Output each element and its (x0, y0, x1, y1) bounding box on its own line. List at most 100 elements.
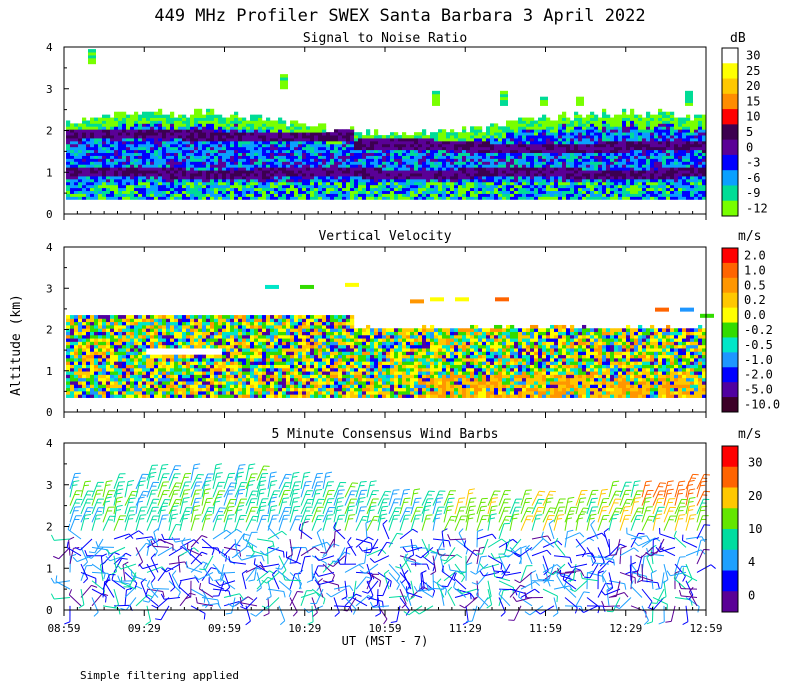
snr-cell (690, 167, 695, 171)
snr-cell (522, 129, 527, 133)
snr-cell (162, 184, 167, 189)
snr-cell (690, 155, 695, 159)
snr-cell (542, 149, 547, 154)
snr-cell (314, 193, 319, 197)
snr-cell (638, 161, 643, 165)
snr-cell (150, 155, 155, 159)
snr-cell (394, 146, 399, 151)
snr-cell (194, 126, 199, 130)
snr-cell (258, 123, 263, 127)
snr-cell (598, 176, 603, 180)
snr-cell (194, 181, 199, 186)
snr-cell (342, 170, 347, 174)
snr-cell (138, 187, 143, 192)
snr-cell (534, 181, 539, 186)
snr-cell (690, 146, 695, 151)
velocity-cell (114, 315, 119, 319)
snr-cell (426, 135, 431, 139)
velocity-cell (150, 384, 155, 389)
snr-cell (526, 178, 531, 183)
velocity-cell (90, 384, 95, 389)
velocity-cell (114, 318, 119, 323)
velocity-cell (130, 328, 135, 332)
snr-cell (454, 170, 459, 174)
snr-cell (546, 181, 551, 186)
snr-cell (502, 126, 507, 130)
snr-cell (162, 158, 167, 162)
snr-cell (498, 143, 503, 148)
snr-cell (658, 123, 663, 127)
snr-cell (378, 155, 383, 159)
snr-cell (502, 129, 507, 133)
velocity-cell (94, 344, 99, 349)
snr-cell (486, 135, 491, 139)
snr-cell (414, 164, 419, 168)
velocity-cell (98, 371, 103, 375)
snr-cell (274, 196, 279, 200)
snr-cell (566, 123, 571, 127)
snr-cell (594, 143, 599, 148)
snr-cell (654, 152, 659, 156)
snr-cell (298, 123, 303, 127)
snr-cell (506, 140, 511, 145)
snr-cell (70, 167, 75, 171)
snr-cell (486, 187, 491, 192)
snr-cell (546, 152, 551, 156)
velocity-cell (102, 364, 107, 369)
snr-cell (678, 129, 683, 133)
snr-cell (122, 190, 127, 194)
snr-cell (282, 129, 287, 133)
snr-cell (574, 143, 579, 148)
snr-cell (86, 143, 91, 148)
snr-cell (118, 176, 123, 180)
snr-cell (90, 178, 95, 183)
snr-cell (114, 146, 119, 151)
snr-cell (218, 176, 223, 180)
snr-cell (394, 149, 399, 154)
velocity-cell (130, 390, 135, 395)
snr-cell (286, 190, 291, 194)
snr-cell (594, 176, 599, 180)
snr-cell (318, 167, 323, 171)
snr-cell (122, 138, 127, 142)
snr-cell (306, 173, 311, 177)
snr-cell (518, 196, 523, 200)
snr-cell (278, 149, 283, 154)
snr-cell (702, 190, 707, 194)
snr-cell (582, 167, 587, 171)
snr-cell (370, 184, 375, 189)
snr-cell (86, 126, 91, 130)
snr-cell (602, 140, 607, 145)
snr-cell (606, 140, 611, 145)
snr-cell (686, 132, 691, 136)
snr-cell (130, 176, 135, 180)
snr-cell (218, 178, 223, 183)
velocity-cell (138, 381, 143, 385)
snr-cell (586, 161, 591, 165)
snr-cell (510, 167, 515, 171)
snr-cell (442, 138, 447, 142)
snr-cell (154, 181, 159, 186)
velocity-cell (110, 341, 115, 346)
snr-cell (102, 176, 107, 180)
snr-cell (450, 193, 455, 197)
snr-cell (366, 173, 371, 177)
snr-cell (102, 161, 107, 165)
snr-cell (466, 167, 471, 171)
snr-cell (542, 173, 547, 177)
snr-cell (486, 155, 491, 159)
snr-cell (386, 143, 391, 148)
snr-cell (170, 196, 175, 200)
velocity-cell (70, 348, 75, 352)
snr-cell (326, 196, 331, 200)
snr-cell (154, 140, 159, 145)
snr-cell (386, 140, 391, 145)
velocity-cell (138, 390, 143, 395)
snr-cell (582, 193, 587, 197)
snr-cell (78, 140, 83, 145)
snr-cell (626, 152, 631, 156)
velocity-cell (118, 321, 123, 326)
snr-cell (290, 146, 295, 151)
snr-cell (146, 140, 151, 145)
